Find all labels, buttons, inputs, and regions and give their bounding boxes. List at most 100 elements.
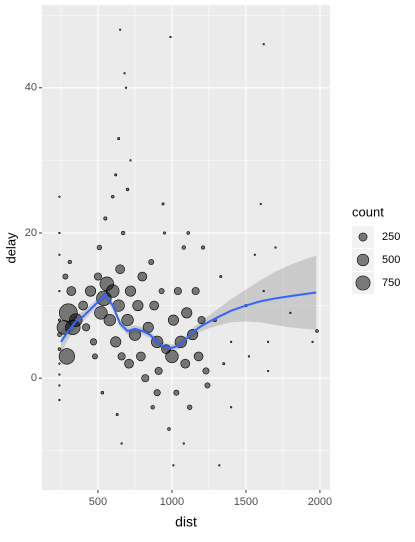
y-tick-label: 40 — [25, 82, 37, 94]
y-axis-title: delay — [3, 232, 18, 264]
point — [173, 287, 182, 296]
panel — [42, 5, 330, 490]
point — [259, 202, 262, 206]
legend: 250 500 750 — [352, 226, 400, 294]
point — [165, 349, 179, 364]
point — [115, 264, 125, 275]
point — [110, 336, 122, 348]
point — [58, 373, 61, 376]
point — [124, 86, 128, 89]
point — [142, 321, 154, 333]
point — [219, 275, 223, 279]
legend-symbol — [356, 253, 370, 267]
legend-symbol — [358, 232, 368, 242]
point — [125, 285, 137, 297]
point — [94, 306, 108, 320]
point — [169, 35, 172, 39]
x-tick-label: 1000 — [160, 496, 184, 508]
point — [120, 230, 126, 236]
point — [136, 351, 146, 362]
point — [187, 404, 193, 410]
x-tick-label: 2000 — [308, 496, 332, 508]
point — [230, 406, 233, 409]
point — [181, 307, 193, 319]
point — [92, 353, 98, 360]
point — [202, 367, 210, 375]
point — [93, 272, 102, 281]
point — [58, 384, 61, 387]
point — [158, 288, 165, 294]
point — [150, 405, 155, 410]
point — [121, 313, 134, 327]
point — [117, 137, 121, 141]
point — [123, 72, 126, 75]
y-tick-label: 0 — [31, 372, 37, 384]
legend-label: 250 — [382, 231, 400, 243]
point — [149, 300, 159, 311]
point — [222, 362, 226, 366]
point — [154, 366, 163, 375]
point — [67, 259, 72, 265]
point — [267, 340, 270, 343]
point — [173, 389, 180, 396]
point — [174, 335, 187, 349]
point — [90, 338, 97, 346]
point — [58, 289, 61, 293]
point — [163, 231, 167, 235]
point — [58, 348, 75, 365]
point — [62, 273, 69, 280]
y-tick-label: 20 — [25, 227, 37, 239]
point — [117, 352, 126, 361]
point — [197, 316, 206, 325]
point — [58, 318, 61, 322]
point — [204, 382, 211, 389]
point — [262, 289, 265, 293]
point — [186, 231, 190, 235]
point — [115, 413, 119, 416]
point — [96, 244, 103, 251]
point — [58, 231, 61, 235]
x-axis-title: dist — [175, 514, 197, 530]
point — [153, 389, 161, 397]
point — [78, 300, 88, 311]
point — [218, 464, 221, 467]
legend-label: 750 — [382, 277, 400, 289]
point — [148, 259, 155, 265]
point — [103, 313, 116, 327]
point — [85, 285, 97, 297]
point — [167, 427, 171, 431]
point — [57, 347, 62, 351]
point — [106, 284, 120, 298]
point — [191, 287, 200, 296]
x-tick-label: 1500 — [234, 496, 258, 508]
point — [66, 286, 77, 296]
x-tick-label: 500 — [89, 496, 107, 508]
point — [141, 374, 150, 383]
point — [120, 442, 123, 445]
point — [180, 358, 191, 369]
point — [315, 329, 319, 333]
point — [167, 314, 179, 326]
point — [125, 187, 130, 192]
point — [201, 245, 205, 250]
legend-title: count — [352, 204, 384, 219]
point — [274, 246, 277, 249]
axes: 500 1000 1500 2000 0 20 40 — [25, 82, 332, 508]
point — [58, 253, 61, 256]
legend-symbol — [355, 275, 371, 291]
point — [253, 253, 256, 256]
point — [58, 195, 61, 198]
point — [267, 369, 270, 373]
point — [82, 323, 91, 332]
point — [103, 216, 108, 221]
point — [124, 358, 134, 369]
point — [172, 464, 175, 467]
point — [129, 159, 132, 162]
point — [161, 202, 165, 206]
smooth-line — [60, 291, 317, 349]
point — [230, 340, 233, 344]
point — [58, 362, 61, 365]
point — [247, 355, 251, 358]
fit-layer — [60, 291, 317, 349]
point — [119, 28, 122, 31]
